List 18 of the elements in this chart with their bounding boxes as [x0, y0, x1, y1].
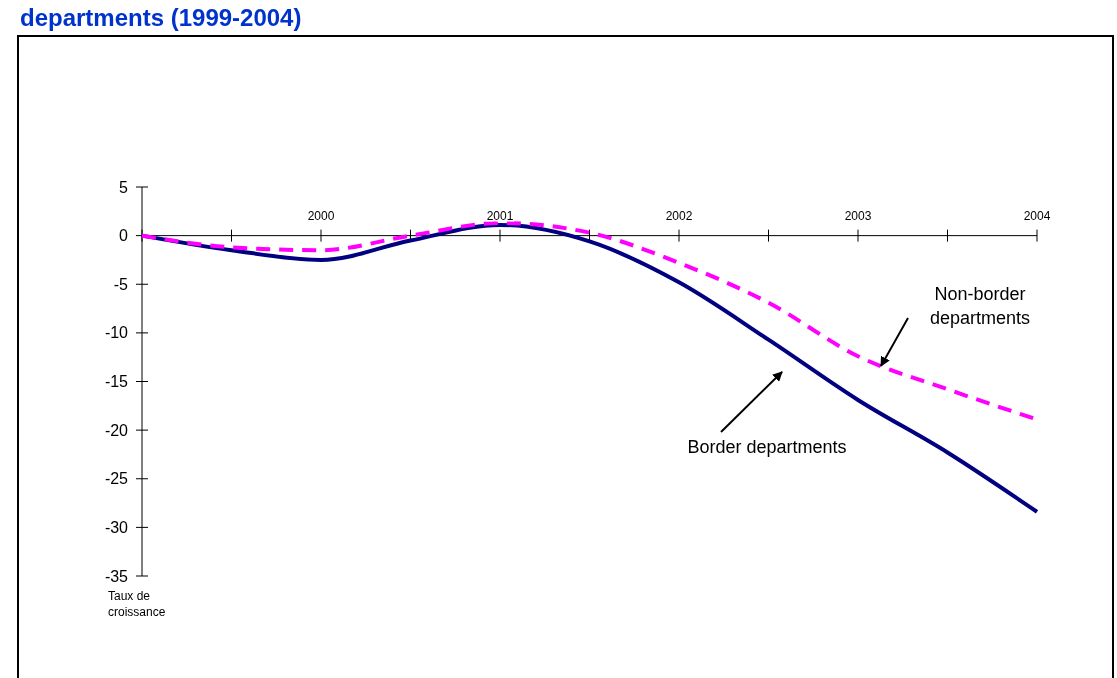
y-axis-title: Taux de croissance [108, 589, 166, 619]
x-tick-label: 2002 [665, 208, 693, 223]
chart-title: departments (1999-2004) [20, 4, 302, 31]
x-tick-label: 2003 [844, 208, 872, 223]
x-tick-label: 2000 [307, 208, 335, 223]
y-tick-label: -25 [104, 470, 129, 488]
x-tick-label: 2001 [486, 208, 514, 223]
y-tick-label: 5 [119, 178, 129, 196]
y-tick-label: -15 [104, 373, 129, 391]
y-tick-label: 0 [119, 227, 129, 245]
y-tick-label: -10 [104, 324, 129, 342]
y-tick-label: -30 [104, 518, 129, 536]
y-tick-label: -5 [113, 275, 129, 293]
text: Border departments [687, 437, 847, 457]
x-tick-label: 2004 [1023, 208, 1051, 223]
y-tick-label: -35 [104, 567, 129, 585]
text: Non-border departments [929, 284, 1031, 328]
y-tick-label: -20 [104, 421, 129, 439]
